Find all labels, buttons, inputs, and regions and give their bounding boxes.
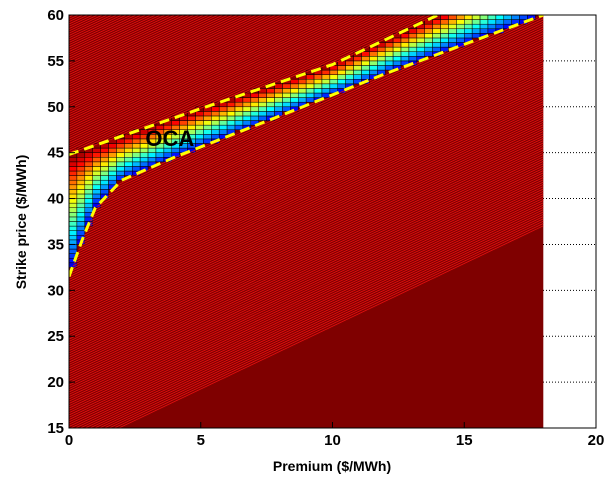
y-tick-label: 25: [47, 328, 64, 345]
x-tick-label: 0: [65, 432, 73, 449]
x-tick-labels: 0 5 10 15 20: [65, 432, 605, 449]
x-tick-label: 10: [324, 432, 341, 449]
y-tick-label: 45: [47, 145, 64, 162]
lower-boundary-line: [69, 15, 544, 278]
region-boundaries: [69, 15, 544, 278]
y-tick-label: 35: [47, 236, 64, 253]
y-tick-label: 50: [47, 99, 64, 116]
region-label: OCA: [145, 126, 194, 151]
y-tick-label: 15: [47, 420, 64, 437]
background-hatch: [69, 15, 544, 428]
y-axis-label: Strike price ($/MWh): [13, 155, 29, 290]
y-tick-label: 40: [47, 191, 64, 208]
upper-boundary-line: [69, 15, 442, 156]
x-axis-label: Premium ($/MWh): [273, 458, 391, 474]
y-tick-label: 55: [47, 53, 64, 70]
y-tick-label: 60: [47, 7, 64, 24]
y-tick-label: 20: [47, 374, 64, 391]
x-tick-label: 20: [588, 432, 605, 449]
x-tick-label: 5: [197, 432, 205, 449]
y-tick-labels: 15 20 25 30 35 40 45 50 55 60: [47, 7, 64, 437]
y-tick-label: 30: [47, 282, 64, 299]
axis-ticks: [68, 14, 597, 429]
x-tick-label: 15: [456, 432, 473, 449]
